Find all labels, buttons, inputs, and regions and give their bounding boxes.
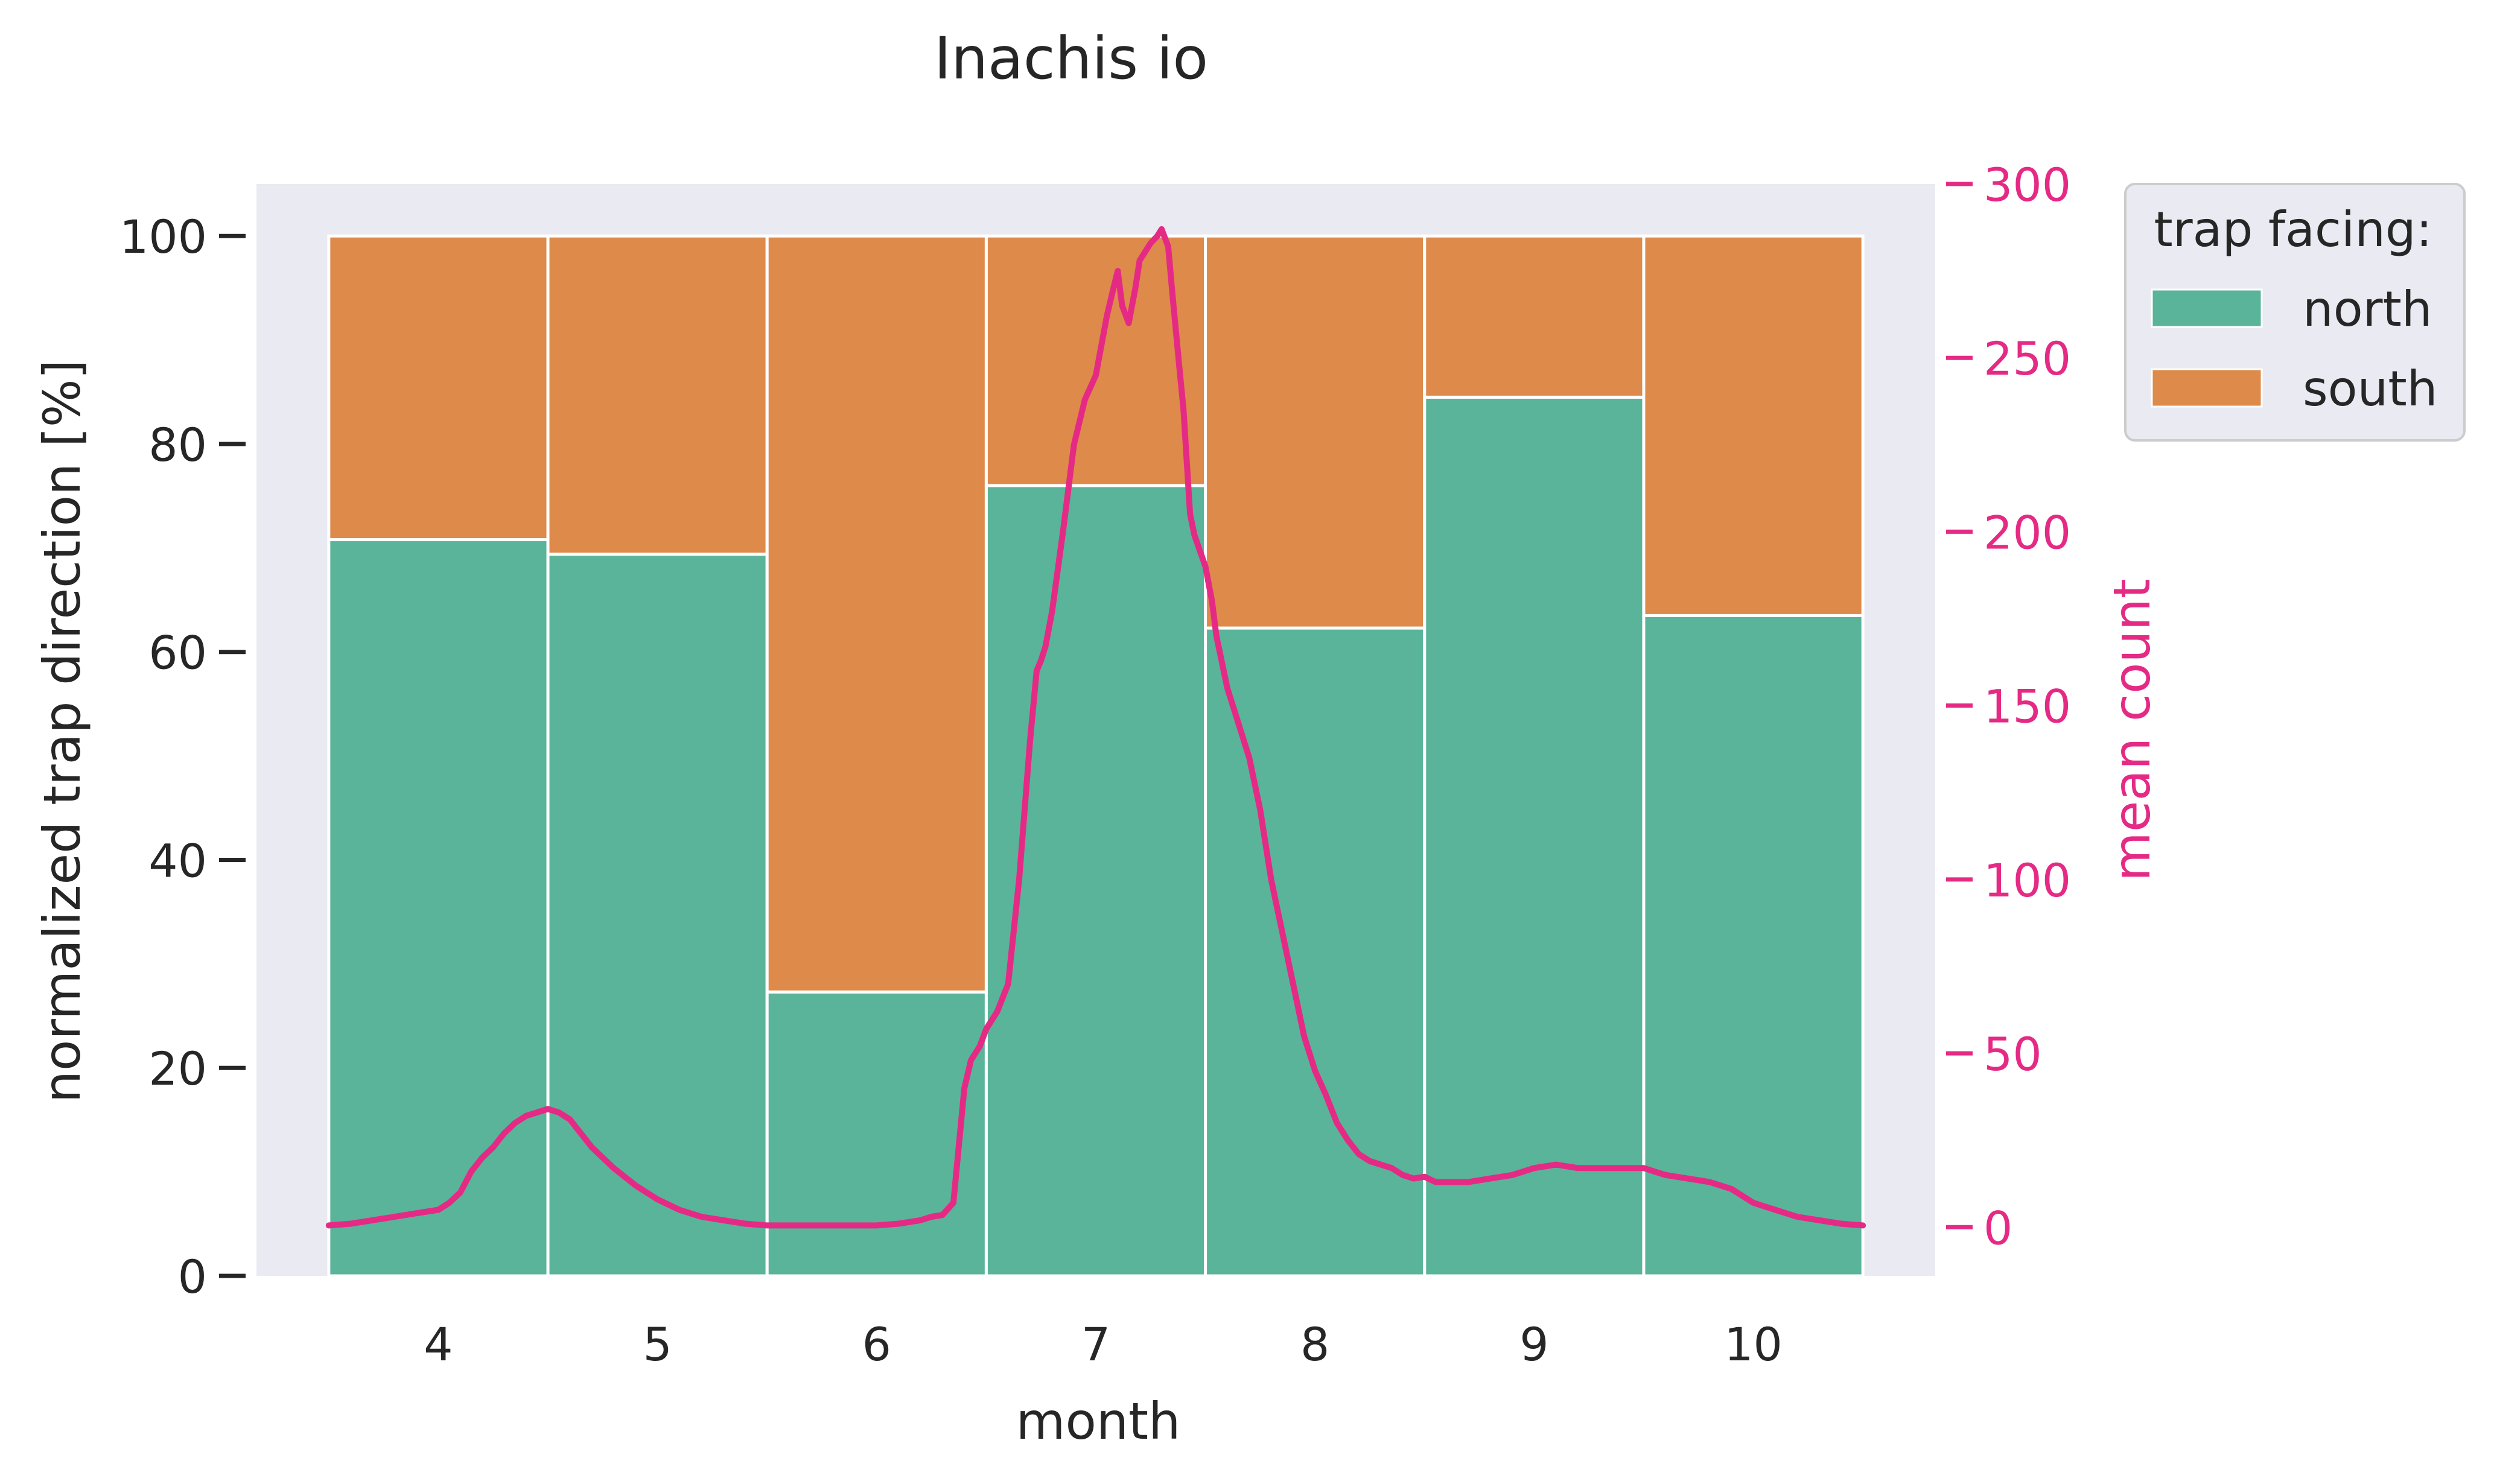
y-tick-label: 20 [148,1042,207,1096]
x-tick-label: 8 [1300,1318,1329,1371]
y-tick-label: 100 [119,210,207,264]
right-tick-label: 200 [1983,506,2071,559]
bar-north-month-6 [765,990,988,1278]
bar-north-month-4 [327,538,550,1278]
y-tick-label: 80 [148,418,207,472]
right-axis-label: mean count [2102,579,2162,881]
x-tick-label: 5 [643,1318,672,1371]
bar-north-month-10 [1642,614,1865,1278]
right-axis: 0 50 100 150 200 250 300 [1946,158,2071,1255]
right-tick-label: 300 [1983,158,2071,212]
bar-north-month-9 [1423,395,1646,1278]
x-tick-label: 9 [1519,1318,1548,1371]
bar-north-month-7 [984,484,1207,1278]
x-axis-label: month [1016,1392,1181,1451]
bar-south-month-5 [546,234,769,556]
right-tick-label: 100 [1983,854,2071,907]
right-tick-label: 250 [1983,332,2071,385]
x-axis: 4 5 6 7 8 9 10 [424,1318,1783,1371]
x-tick-label: 7 [1081,1318,1110,1371]
legend: trap facing: north south [2124,183,2466,442]
x-tick-label: 10 [1724,1318,1783,1371]
y-tick-label: 0 [178,1250,207,1304]
bar-south-month-10 [1642,234,1865,617]
y-tick-label: 40 [148,834,207,887]
legend-swatch-north [2151,288,2263,328]
bar-south-month-6 [765,234,988,994]
bar-south-month-4 [327,234,550,542]
bar-north-month-5 [546,553,769,1278]
legend-title: trap facing: [2154,201,2432,258]
y-tick-label: 60 [148,626,207,680]
mean-count-layer [325,226,1866,1229]
legend-label-south: south [2303,361,2437,417]
legend-swatch-south [2151,368,2263,408]
mean-count-line [325,226,1866,1229]
right-tick-label: 150 [1983,680,2071,734]
right-tick-label: 0 [1983,1201,2012,1255]
chart-title: Inachis io [934,25,1208,92]
y-axis-label: normalized trap direction [%] [33,360,92,1103]
x-tick-label: 4 [424,1318,453,1371]
x-tick-label: 6 [862,1318,891,1371]
bars-layer [327,234,1865,1278]
legend-label-north: north [2303,281,2432,337]
bar-south-month-9 [1423,234,1646,399]
bar-south-month-8 [1204,234,1427,630]
left-axis: 0 20 40 60 80 100 [119,210,246,1304]
right-tick-label: 50 [1983,1027,2042,1081]
